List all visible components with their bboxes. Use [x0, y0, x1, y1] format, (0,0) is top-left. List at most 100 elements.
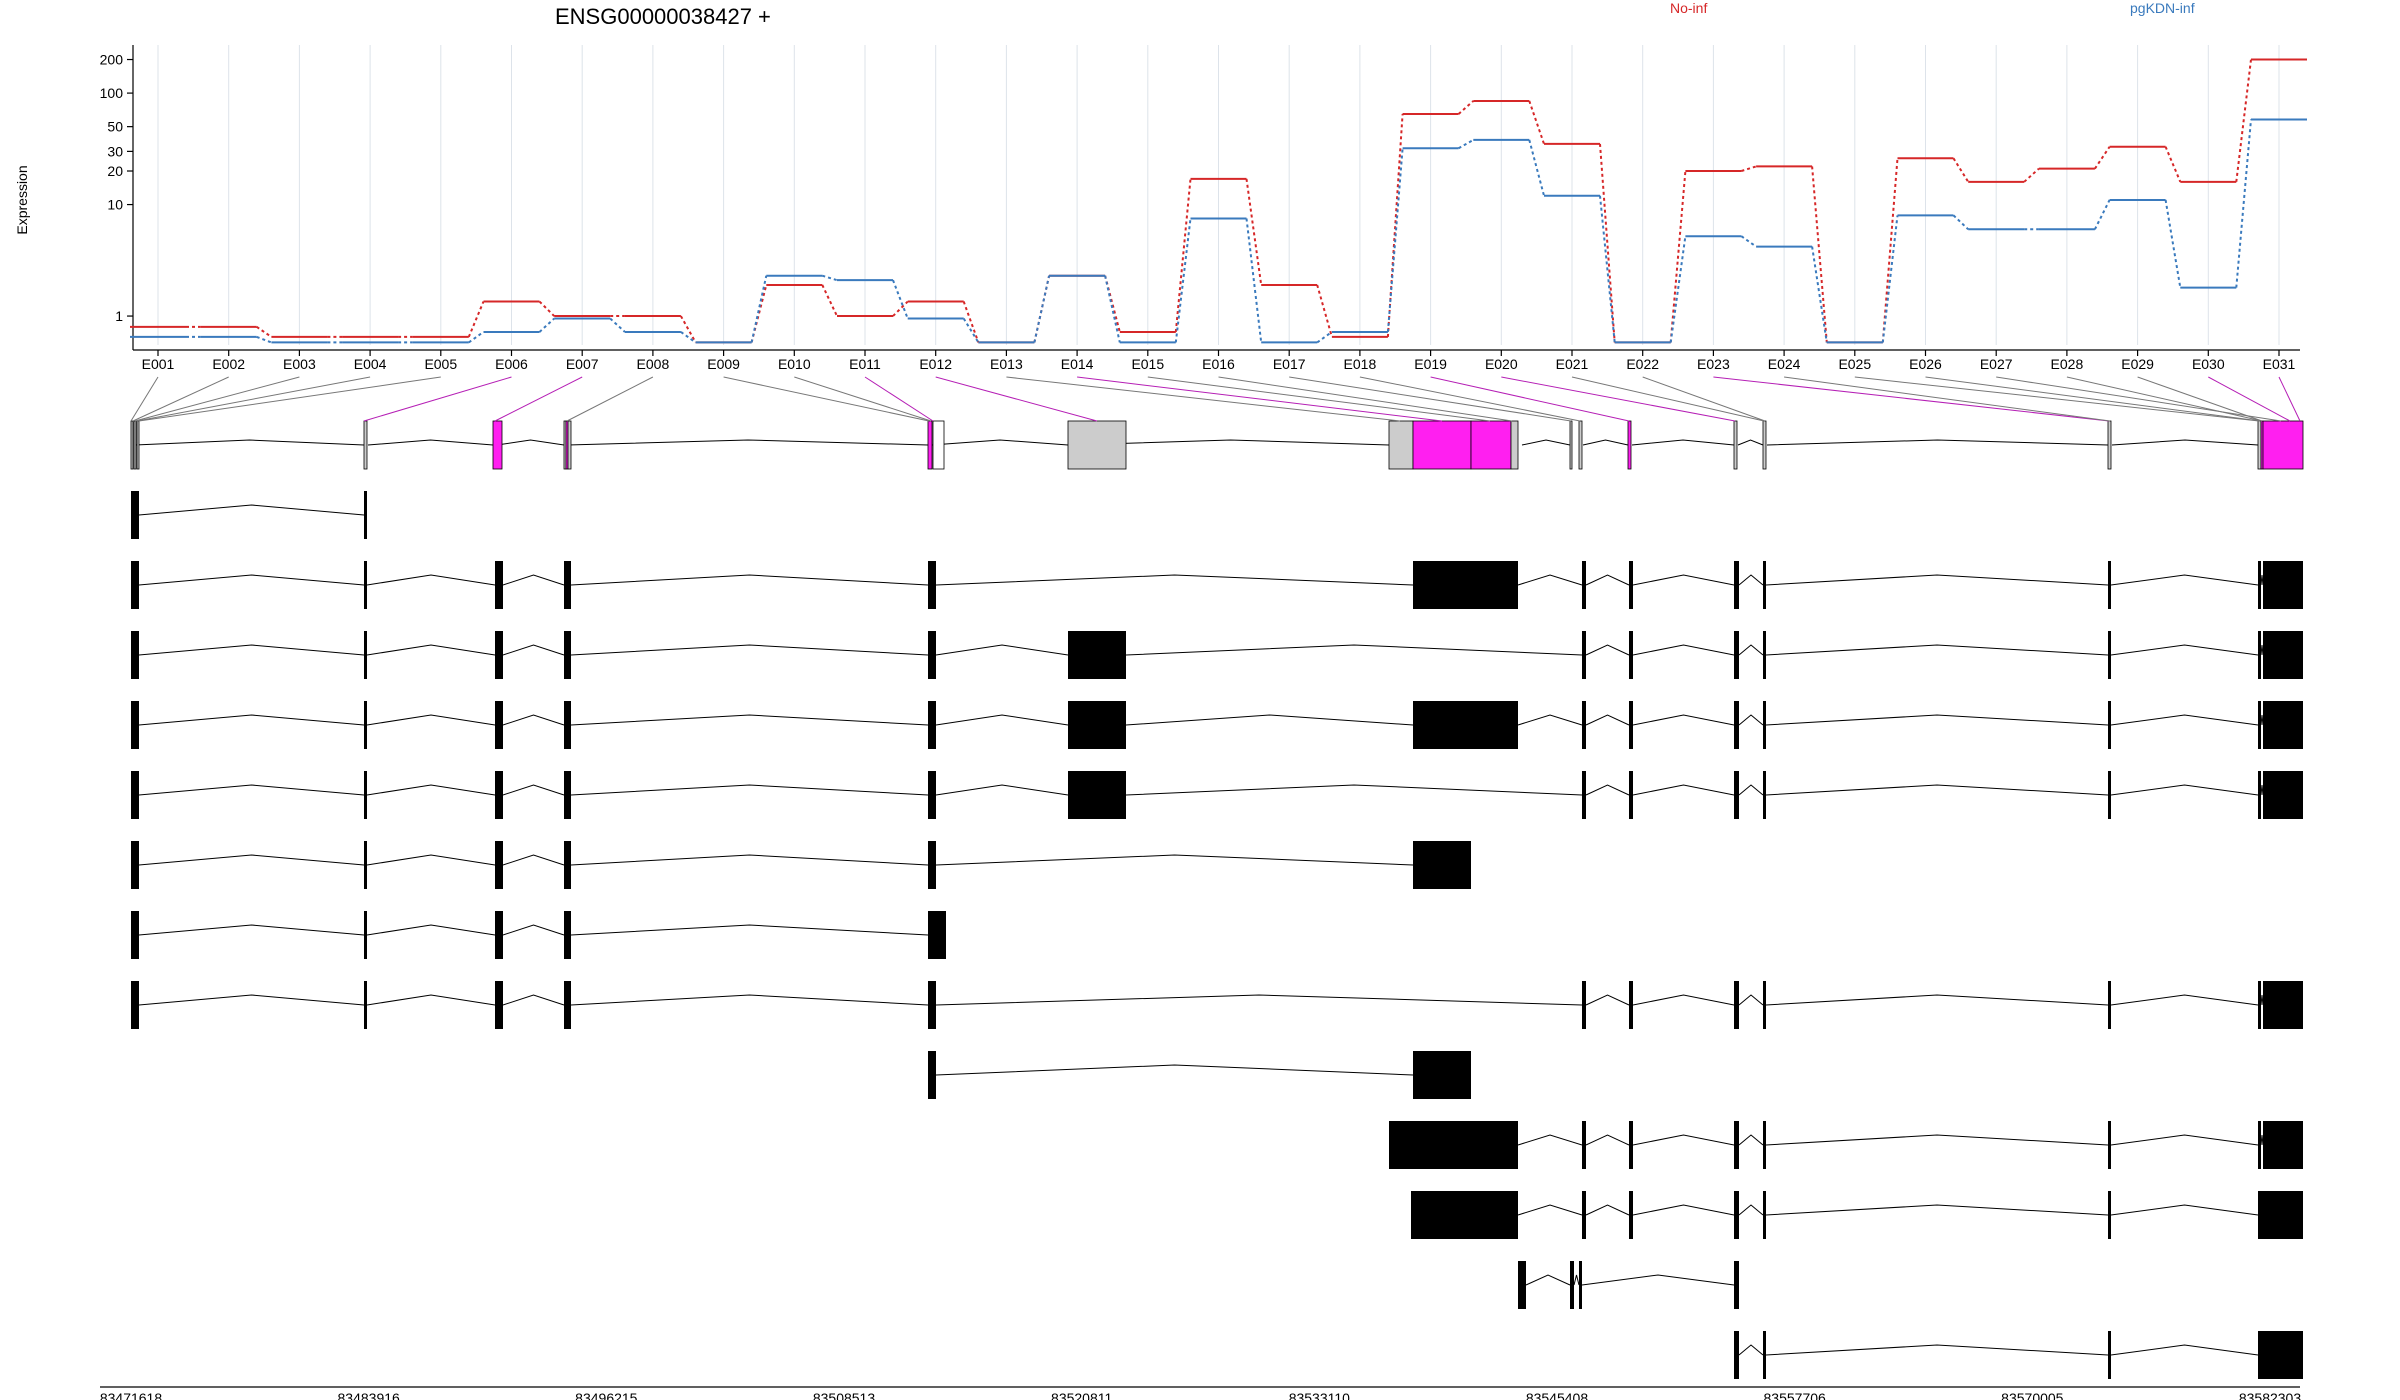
x-tick-label: E031 [2263, 356, 2296, 372]
exon-block [1734, 1331, 1739, 1379]
series-connector [1174, 218, 1192, 343]
series-connector [1740, 235, 1757, 248]
exon-connector [1571, 376, 1765, 422]
x-tick-label: E004 [354, 356, 387, 372]
series-connector [1528, 139, 1545, 196]
series-connector [1316, 284, 1333, 338]
intron-line [570, 924, 929, 936]
exon-block [2258, 1121, 2261, 1169]
exon-block [1412, 420, 1472, 470]
series-connector [1174, 178, 1192, 333]
intron-line [1765, 644, 2109, 656]
intron-line [1585, 994, 1630, 1006]
exon-block [2108, 771, 2111, 819]
exon-block [1389, 1121, 1518, 1169]
exon-connector [566, 376, 654, 422]
genomic-tick-label: 83471618 [100, 1390, 163, 1400]
exon-block [1411, 1191, 1518, 1239]
exon-block [928, 631, 936, 679]
exon-block [1763, 631, 1766, 679]
intron-line [138, 504, 365, 516]
exon-block [2263, 561, 2303, 609]
series-connector [1811, 246, 1828, 343]
transcript-row [1518, 1261, 1739, 1309]
exon-block [1578, 420, 1583, 470]
intron-line [1738, 644, 1764, 656]
exon-block [1763, 561, 1766, 609]
exon-connector [723, 376, 930, 422]
exon-block [2263, 701, 2303, 749]
exon-block [2108, 1191, 2111, 1239]
genomic-tick-label: 83508513 [813, 1390, 876, 1400]
intron-line [502, 924, 565, 936]
transcripts [131, 491, 2303, 1379]
intron-line [931, 439, 1069, 446]
series-connector [1599, 195, 1616, 343]
exon-block [564, 981, 571, 1029]
intron-line [138, 854, 365, 866]
exon-block [1734, 701, 1739, 749]
intron-line [1765, 994, 2109, 1006]
intron-line [1585, 1204, 1630, 1216]
intron-line [1517, 1134, 1583, 1146]
exon-block [1763, 1191, 1766, 1239]
intron-line [138, 574, 365, 586]
series-connector [1033, 275, 1051, 343]
exon-connector [134, 376, 300, 422]
x-tick-label: E006 [495, 356, 528, 372]
exon-block [2107, 420, 2112, 470]
y-tick-label: 20 [107, 163, 123, 179]
intron-line [570, 784, 929, 796]
series-connector [892, 279, 909, 319]
exon-block [131, 491, 139, 539]
intron-line [1525, 1274, 1571, 1286]
y-tick-label: 10 [107, 197, 123, 213]
intron-line [1765, 574, 2109, 586]
series-connector [680, 315, 697, 343]
series-connector [1245, 218, 1263, 343]
exon-block [1734, 1261, 1739, 1309]
genomic-tick-label: 83483916 [338, 1390, 401, 1400]
exon-block [1067, 420, 1127, 470]
exon-block [1734, 561, 1739, 609]
exon-block [2262, 420, 2304, 470]
transcript-row [131, 561, 2303, 609]
exon-block [495, 911, 503, 959]
intron-line [2110, 644, 2259, 656]
intron-line [502, 784, 565, 796]
exon-block [928, 1051, 936, 1099]
series-connector [822, 274, 838, 282]
transcript-row [131, 701, 2303, 749]
exon-connector [1784, 376, 2111, 422]
intron-line [935, 644, 1069, 656]
series-connector [1033, 275, 1051, 343]
exon-block [564, 631, 571, 679]
y-tick-label: 200 [100, 52, 124, 68]
series-connector [1952, 214, 1969, 231]
transcript-row [131, 631, 2303, 679]
intron-line [502, 854, 565, 866]
intron-line [1737, 439, 1764, 446]
exon-block [495, 771, 503, 819]
exon-block [2263, 1121, 2303, 1169]
exon-block [1068, 771, 1126, 819]
exon-block [131, 701, 139, 749]
exon-block [364, 491, 367, 539]
intron-line [2111, 439, 2259, 446]
exon-connector [138, 376, 441, 422]
intron-line [1765, 1344, 2109, 1356]
exon-block [2108, 631, 2111, 679]
intron-line [1632, 644, 1735, 656]
intron-line [366, 994, 496, 1006]
intron-line [2110, 1344, 2259, 1356]
exon-block [1763, 981, 1766, 1029]
exon-block [928, 981, 936, 1029]
intron-line [138, 644, 365, 656]
exon-block [928, 911, 946, 959]
series-connector [892, 300, 909, 317]
genomic-tick-label: 83582303 [2239, 1390, 2302, 1400]
exon-block [1388, 420, 1414, 470]
x-tick-label: E010 [778, 356, 811, 372]
series-connector [1104, 275, 1121, 343]
transcript-row [131, 981, 2303, 1029]
